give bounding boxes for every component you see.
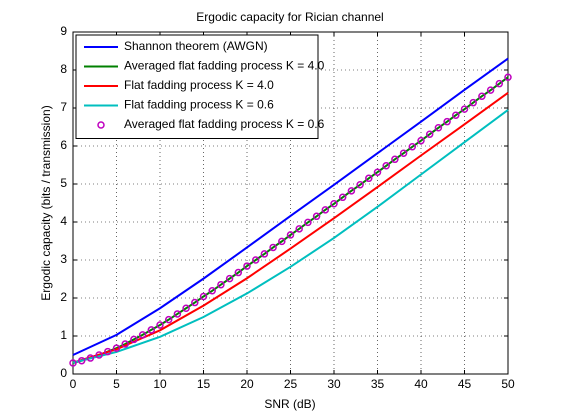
series-marker <box>452 111 460 119</box>
series-line <box>72 109 509 364</box>
legend-label: Shannon theorem (AWGN) <box>124 39 268 53</box>
x-tick-label: 35 <box>371 377 385 391</box>
series-marker <box>199 292 208 301</box>
series-marker <box>173 310 182 318</box>
series-marker <box>486 86 495 94</box>
series-marker <box>504 73 512 81</box>
x-tick-label: 10 <box>153 377 167 391</box>
series-line <box>72 57 509 356</box>
y-tick-label: 4 <box>60 214 67 228</box>
series-marker <box>330 200 338 208</box>
series-marker <box>234 268 243 277</box>
series-marker <box>130 335 138 344</box>
series-marker <box>478 92 486 100</box>
series-marker <box>321 206 330 214</box>
series-marker <box>156 321 164 329</box>
x-tick-label: 25 <box>284 377 298 391</box>
series-marker <box>408 143 417 151</box>
series-marker <box>104 347 112 356</box>
series-marker <box>495 79 504 88</box>
y-tick-label: 5 <box>60 176 67 190</box>
series-marker <box>225 274 234 283</box>
legend-label: Averaged flat fadding process K = 4.0 <box>124 59 325 73</box>
y-tick-label: 1 <box>60 328 67 342</box>
series-marker <box>77 356 86 365</box>
series-marker <box>86 354 95 362</box>
y-tick-label: 6 <box>60 138 67 152</box>
x-tick-label: 0 <box>70 377 77 391</box>
series-marker <box>269 243 277 252</box>
x-tick-label: 15 <box>197 377 211 391</box>
series-marker <box>443 117 451 126</box>
series-marker <box>469 98 477 107</box>
series-marker <box>260 250 269 258</box>
series-marker <box>338 193 347 202</box>
series-marker <box>278 237 286 246</box>
series-marker <box>217 280 225 289</box>
y-tick-label: 7 <box>60 100 67 114</box>
plot-frame <box>72 31 509 375</box>
y-tick-label: 9 <box>60 24 67 38</box>
series-marker <box>382 162 390 170</box>
series-marker <box>191 298 199 307</box>
x-tick-label: 50 <box>501 377 515 391</box>
x-axis-label: SNR (dB) <box>264 397 315 411</box>
series-marker <box>304 218 312 227</box>
series-marker <box>295 225 303 233</box>
series-marker <box>69 359 77 367</box>
y-tick-label: 0 <box>60 366 67 380</box>
series-marker <box>164 315 173 324</box>
x-tick-label: 5 <box>113 377 120 391</box>
y-tick-label: 3 <box>60 252 67 266</box>
series-marker <box>208 287 216 295</box>
y-tick-label: 2 <box>60 290 67 304</box>
series-marker <box>286 231 295 239</box>
chart-title: Ergodic capacity for Rician channel <box>196 10 383 24</box>
series-marker <box>182 304 190 313</box>
series-marker <box>434 124 443 132</box>
legend-swatch <box>97 121 105 129</box>
x-tick-label: 40 <box>414 377 428 391</box>
series-marker <box>373 168 382 176</box>
series-marker <box>460 105 469 113</box>
series-marker <box>251 256 260 264</box>
legend-label: Flat fadding process K = 4.0 <box>124 78 274 92</box>
series-marker <box>147 326 156 334</box>
series-marker <box>243 262 251 270</box>
y-tick-label: 8 <box>60 62 67 76</box>
series-marker <box>365 174 373 183</box>
series-marker <box>121 340 129 348</box>
series-marker <box>138 331 147 339</box>
series-marker <box>417 136 425 145</box>
series-marker <box>425 130 434 138</box>
series-marker <box>312 212 321 221</box>
x-tick-label: 30 <box>327 377 341 391</box>
x-tick-label: 20 <box>240 377 254 391</box>
series-marker <box>356 181 364 189</box>
y-axis-label: Ergodic capacity (bits / transmission) <box>39 105 53 300</box>
series-marker <box>391 155 399 164</box>
series-marker <box>399 149 408 157</box>
x-tick-label: 45 <box>458 377 472 391</box>
series-marker <box>347 187 356 195</box>
series-marker <box>95 351 103 359</box>
series-marker <box>112 344 121 352</box>
legend-label: Flat fadding process K = 0.6 <box>124 98 274 112</box>
legend-label: Averaged flat fadding process K = 0.6 <box>124 117 325 131</box>
